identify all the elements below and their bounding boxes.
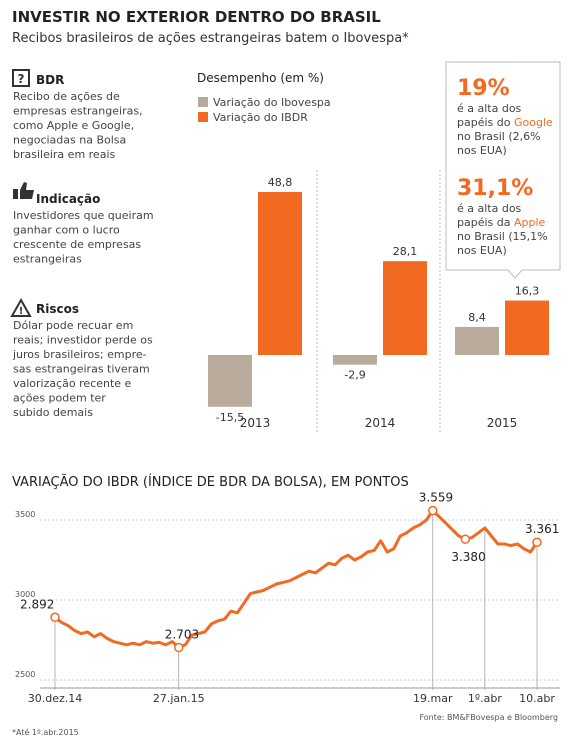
callout-segment: é a alta dos <box>457 102 522 115</box>
callout-segment: papéis da <box>457 216 514 229</box>
x-tick-label: 10.abr <box>519 692 555 705</box>
bar <box>258 192 302 355</box>
section-text: juros brasileiros; empre- <box>12 348 147 361</box>
point <box>174 642 184 653</box>
value-label: 2.703 <box>165 628 199 642</box>
point <box>460 534 471 544</box>
value-label: 3.380 <box>451 550 485 564</box>
value-label: 28,1 <box>393 245 418 258</box>
x-tick-label: 2014 <box>365 416 396 430</box>
legend-swatch <box>198 97 208 107</box>
callout-text: é a alta dos <box>457 202 522 215</box>
section-text: valorização recente e <box>13 377 132 390</box>
line <box>54 509 539 649</box>
section-text: crescente de empresas <box>13 238 141 251</box>
x-tick-label: 19.mar <box>413 692 453 705</box>
callout-box <box>445 61 561 279</box>
section-heading: Indicação <box>36 192 100 206</box>
callout-value: 19% <box>457 76 510 101</box>
callout-text: nos EUA) <box>457 244 507 257</box>
icon-thumb <box>13 182 34 199</box>
callout-text: no Brasil (2,6% <box>457 130 541 143</box>
callout-segment: Apple <box>514 216 546 229</box>
value-label: -15,5 <box>216 411 244 424</box>
value-label: 3.559 <box>419 491 453 505</box>
section-text: Dólar pode recuar em <box>13 319 133 332</box>
value-label: 2.892 <box>20 597 54 611</box>
legend-swatch <box>198 112 208 122</box>
x-tick-label: 1º.abr <box>468 692 502 705</box>
bar <box>383 261 427 355</box>
section-text: empresas estrangeiras, <box>13 105 143 118</box>
value-label: 16,3 <box>515 285 540 298</box>
legend-label: Variação do IBDR <box>213 111 308 124</box>
svg-text:!: ! <box>19 306 24 317</box>
section-text: como Apple e Google, <box>13 119 134 132</box>
callout-segment: é a alta dos <box>457 202 522 215</box>
x-tick-label: 30.dez.14 <box>28 692 83 705</box>
section-text: ações podem ter <box>13 392 106 405</box>
x-tick-label: 2013 <box>240 416 271 430</box>
point <box>532 537 542 547</box>
icon-warning: ! <box>10 297 32 317</box>
section-text: negociadas na Bolsa <box>13 134 126 147</box>
callout-segment: Google <box>514 116 553 129</box>
bar <box>208 355 252 407</box>
y-tick-label: 3500 <box>15 510 35 519</box>
bar <box>455 326 499 355</box>
section-text: Recibo de ações de <box>13 90 120 103</box>
callout-segment: no Brasil (15,1% <box>457 230 548 243</box>
value-label: -2,9 <box>344 369 365 382</box>
svg-text:?: ? <box>18 72 25 86</box>
callout-text: nos EUA) <box>457 144 507 157</box>
section-text: subido demais <box>13 406 93 419</box>
value-label: 3.361 <box>525 522 559 536</box>
callout-segment: nos EUA) <box>457 244 507 257</box>
x-tick-label: 2015 <box>487 416 518 430</box>
section-heading: BDR <box>36 73 64 87</box>
point <box>50 612 60 623</box>
callout-segment: nos EUA) <box>457 144 507 157</box>
y-tick-label: 2500 <box>15 670 35 679</box>
value-label: 8,4 <box>468 311 486 324</box>
callout-text: papéis do Google <box>457 116 553 129</box>
section-text: sas estrangeiras tiveram <box>13 363 150 376</box>
value-label: 48,8 <box>268 176 293 189</box>
chart-title: VARIAÇÃO DO IBDR (ÍNDICE DE BDR DA BOLSA… <box>12 474 409 490</box>
title: INVESTIR NO EXTERIOR DENTRO DO BRASIL <box>12 8 381 26</box>
section-text: reais; investidor perde os <box>13 334 153 347</box>
icon-question: ? <box>12 69 30 87</box>
source: Fonte: BM&FBovespa e Bloomberg <box>419 713 558 722</box>
callout-segment: no Brasil (2,6% <box>457 130 541 143</box>
bar <box>333 355 377 365</box>
callout-text: no Brasil (15,1% <box>457 230 548 243</box>
footnote: *Até 1º.abr.2015 <box>12 727 79 737</box>
section-text: Investidores que queiram <box>13 209 154 222</box>
y-tick-label: 3000 <box>15 590 35 599</box>
section-heading: Riscos <box>36 302 79 316</box>
bar <box>505 300 549 355</box>
callout-text: papéis da Apple <box>457 216 546 229</box>
legend-label: Variação do Ibovespa <box>213 96 331 109</box>
point <box>428 505 438 516</box>
section-text: estrangeiras <box>13 253 82 266</box>
callout-segment: papéis do <box>457 116 514 129</box>
callout-value: 31,1% <box>457 176 533 201</box>
x-tick-label: 27.jan.15 <box>153 692 205 705</box>
section-text: brasileira em reais <box>13 148 115 161</box>
subtitle: Recibos brasileiros de ações estrangeira… <box>12 31 409 46</box>
section-text: ganhar com o lucro <box>13 224 120 237</box>
callout-text: é a alta dos <box>457 102 522 115</box>
chart-title: Desempenho (em %) <box>197 71 324 85</box>
